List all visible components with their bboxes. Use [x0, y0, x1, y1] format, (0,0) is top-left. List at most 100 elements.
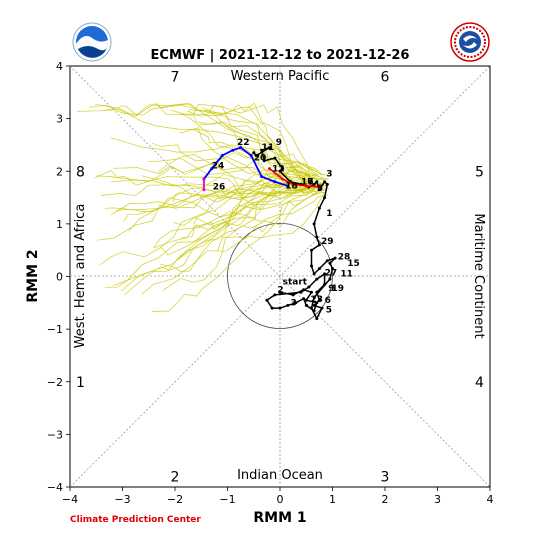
series-point — [268, 167, 271, 171]
ensemble-member-line — [158, 153, 307, 196]
phase-number: 6 — [381, 70, 390, 86]
series-point — [273, 180, 277, 184]
series-point — [278, 306, 282, 310]
ensemble-member-line — [181, 102, 313, 181]
series-point — [323, 282, 327, 286]
x-tick-label: −1 — [219, 493, 235, 506]
y-tick-label: 4 — [56, 60, 63, 73]
y-tick-label: −3 — [47, 428, 63, 441]
day-label: 24 — [212, 162, 225, 172]
series-point — [286, 303, 290, 307]
day-label: 15 — [347, 259, 360, 269]
region-maritime-continent: Maritime Continent — [471, 213, 486, 338]
series-point — [312, 296, 316, 299]
series-point — [328, 261, 332, 265]
day-label: 16 — [301, 177, 314, 187]
series-point — [231, 148, 235, 152]
ensemble-member-line — [199, 121, 328, 176]
series-point — [273, 293, 277, 297]
series-point — [317, 243, 321, 247]
day-label: 18 — [285, 182, 298, 192]
phase-number: 7 — [171, 70, 180, 86]
ensemble-member-line — [153, 194, 329, 249]
x-tick-label: 4 — [487, 493, 494, 506]
series-point — [281, 177, 285, 181]
forecast-series — [202, 146, 337, 321]
series-point — [323, 272, 327, 276]
x-tick-label: 3 — [434, 493, 441, 506]
series-point — [317, 206, 321, 210]
phase-number: 1 — [76, 375, 85, 391]
phase-number: 5 — [475, 164, 484, 180]
series-point — [320, 306, 324, 310]
noaa-logo — [72, 22, 112, 62]
day-label: 9 — [276, 138, 282, 148]
y-tick-label: 2 — [56, 165, 63, 178]
x-tick-label: 1 — [329, 493, 336, 506]
series-point — [315, 301, 319, 305]
series-point — [312, 303, 316, 307]
series-point — [310, 248, 313, 252]
series-point — [281, 167, 285, 171]
series-point — [249, 154, 253, 157]
region-west-hem-africa: West. Hem. and Africa — [73, 204, 88, 349]
series-point — [302, 297, 306, 301]
series-point — [260, 175, 264, 178]
series-point — [302, 288, 306, 292]
x-tick-label: −2 — [167, 493, 183, 506]
series-point — [304, 184, 308, 188]
series-point — [315, 290, 319, 294]
day-label: 5 — [317, 184, 323, 194]
day-label: start — [283, 277, 308, 287]
series-point — [294, 301, 298, 305]
series-point — [310, 290, 313, 294]
ensemble-member-line — [124, 187, 325, 296]
series-point — [278, 169, 282, 173]
day-label: 22 — [237, 138, 250, 148]
series-point — [239, 146, 243, 150]
series-point — [262, 159, 266, 163]
y-tick-label: 3 — [56, 113, 63, 126]
series-point — [268, 146, 271, 150]
series-point — [304, 303, 308, 307]
ensemble-member-line — [175, 189, 307, 262]
series-point — [328, 277, 332, 281]
unit-circle — [227, 222, 333, 329]
ensemble-member-line — [152, 192, 311, 312]
day-label: 5 — [326, 305, 332, 315]
series-point — [317, 267, 321, 271]
phase-number: 3 — [381, 469, 390, 485]
chart-title: ECMWF | 2021-12-12 to 2021-12-26 — [151, 48, 410, 63]
ensemble-member-line — [100, 184, 305, 200]
ensemble-member-line — [202, 104, 318, 187]
day-label: 3 — [326, 170, 332, 180]
ensemble-member-line — [192, 115, 321, 176]
reference-lines — [69, 65, 491, 488]
series-point — [260, 148, 264, 152]
y-axis-title: RMM 2 — [25, 249, 41, 302]
series-point — [325, 259, 329, 263]
day-label: 9 — [328, 284, 334, 294]
series-point — [265, 298, 269, 302]
series-point — [315, 317, 319, 321]
series-point — [270, 306, 274, 310]
ensemble-member-line — [179, 127, 317, 192]
series-point — [323, 196, 327, 200]
phase-number: 4 — [475, 375, 484, 391]
ensemble-member-line — [113, 152, 320, 177]
series-point — [312, 309, 316, 313]
series-point — [291, 182, 295, 186]
series-point — [317, 298, 321, 302]
ensemble-member-line — [120, 181, 309, 292]
series-point — [210, 167, 214, 171]
series-point — [252, 151, 256, 155]
series-point — [315, 277, 319, 281]
series-point — [315, 180, 319, 184]
day-label: 28 — [338, 253, 351, 263]
y-tick-label: −2 — [47, 376, 63, 389]
phase-number: 2 — [171, 469, 180, 485]
day-label: 26 — [213, 183, 226, 193]
